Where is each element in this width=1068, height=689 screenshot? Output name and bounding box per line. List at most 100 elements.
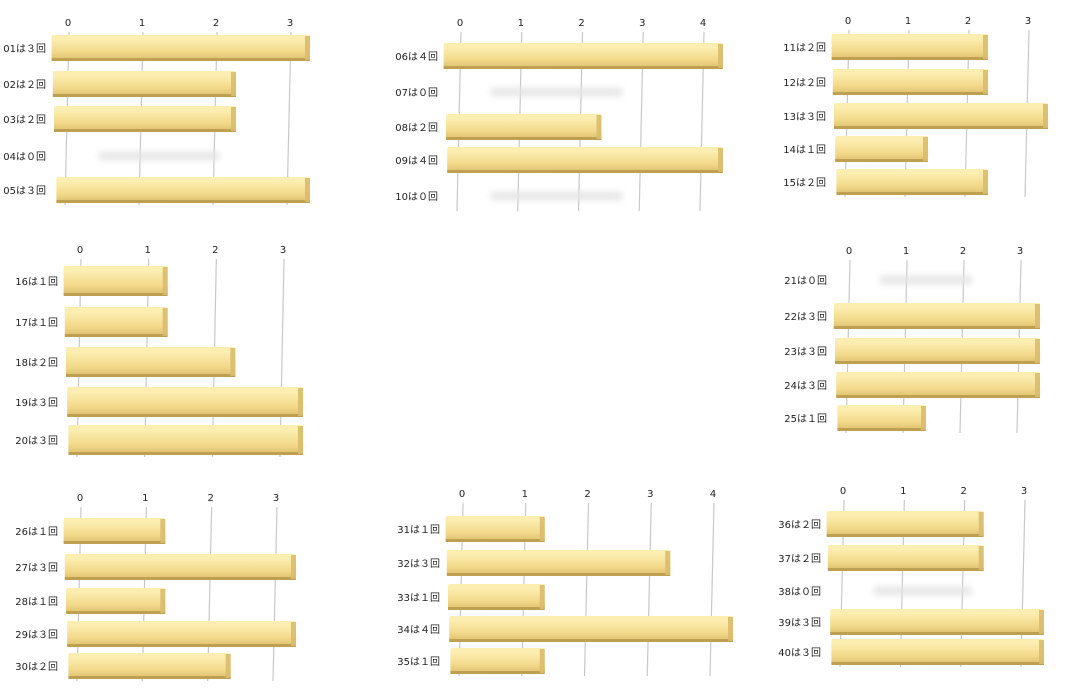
tick-label: 1 <box>905 16 911 27</box>
bar-end-cap <box>539 585 545 609</box>
tick-label: 1 <box>518 18 524 29</box>
bar <box>833 303 1040 329</box>
bar <box>831 639 1044 665</box>
bar-bottom-edge <box>830 632 1044 635</box>
bar-face <box>67 621 296 647</box>
bar <box>56 177 311 203</box>
tick-label: 2 <box>213 18 219 29</box>
bar <box>446 114 602 140</box>
chart-panel-8: 0 1 2 3 36は２回 37は２回 38は０回 39は３回 40は３回 <box>778 486 1044 668</box>
tick-label: 2 <box>960 486 966 497</box>
category-label: 18は２回 <box>15 357 58 369</box>
category-label: 12は２回 <box>783 77 826 89</box>
category-label: 19は３回 <box>15 397 58 409</box>
bar-face <box>68 425 304 455</box>
bar-face <box>66 588 166 614</box>
bar <box>449 616 733 642</box>
bar <box>54 106 236 132</box>
bar-end-cap <box>978 512 984 536</box>
bar-bottom-edge <box>56 200 311 203</box>
bar-end-cap <box>231 107 236 131</box>
tick-label: 3 <box>280 245 286 256</box>
category-label: 37は２回 <box>778 553 821 565</box>
bar-bottom-edge <box>834 126 1048 129</box>
bar-end-cap <box>291 555 296 579</box>
bar-face <box>835 338 1040 364</box>
category-label: 10は０回 <box>395 191 438 203</box>
bar-end-cap <box>162 308 168 336</box>
tick-label: 3 <box>1021 486 1027 497</box>
bar-face <box>835 136 928 162</box>
category-label: 09は４回 <box>395 155 438 167</box>
bar-end-cap <box>1035 373 1040 397</box>
bar-bottom-edge <box>54 129 236 132</box>
category-label: 36は２回 <box>778 519 821 531</box>
bar-end-cap <box>983 70 988 94</box>
bar-face <box>831 639 1044 665</box>
bar-end-cap <box>298 388 303 416</box>
bar-bottom-edge <box>833 326 1040 329</box>
tick-label: 0 <box>77 245 83 256</box>
bar <box>64 554 296 580</box>
category-label: 40は３回 <box>778 647 821 659</box>
tick-label: 2 <box>207 493 213 504</box>
bar-bottom-edge <box>836 192 988 195</box>
bar-end-cap <box>1035 339 1040 363</box>
bar-end-cap <box>983 170 988 194</box>
bar-bottom-edge <box>826 534 984 537</box>
bar-bottom-edge <box>450 671 545 674</box>
tick-label: 2 <box>212 245 218 256</box>
bar-face <box>826 511 984 537</box>
bar-bottom-edge <box>443 66 723 69</box>
bar-face <box>836 169 988 195</box>
category-label: 04は０回 <box>3 151 46 163</box>
bar-end-cap <box>160 589 166 613</box>
tick-label: 1 <box>144 245 150 256</box>
gridline <box>646 502 652 677</box>
tick-label: 0 <box>845 16 851 27</box>
category-label: 14は１回 <box>783 144 826 156</box>
bar-end-cap <box>728 617 733 641</box>
chart-panel-1: 0 1 2 3 01は３回 02は２回 03は２回 04は０回 05は３回 <box>3 18 311 206</box>
chart-panel-5: 0 1 2 3 21は０回 22は３回 23は３回 24は３回 25は１回 <box>784 246 1040 434</box>
bar-bottom-edge <box>448 607 545 610</box>
bar <box>67 621 296 647</box>
bar-face <box>63 518 166 544</box>
bar-face <box>52 71 236 97</box>
category-label: 20は３回 <box>15 435 58 447</box>
bar <box>68 425 304 455</box>
category-label: 32は３回 <box>397 558 440 570</box>
tick-label: 0 <box>459 489 465 500</box>
bar <box>835 136 928 162</box>
bar <box>63 518 166 544</box>
category-label: 28は１回 <box>15 596 58 608</box>
bar <box>63 266 168 296</box>
bar-bottom-edge <box>835 361 1040 364</box>
bar-face <box>446 114 602 140</box>
bar <box>52 71 236 97</box>
bar <box>51 35 310 61</box>
tick-label: 2 <box>960 246 966 257</box>
bar-end-cap <box>923 137 928 161</box>
bar-end-cap <box>539 517 545 541</box>
bar <box>826 511 984 537</box>
tick-label: 1 <box>903 246 909 257</box>
bar-face <box>832 69 988 95</box>
bar <box>837 405 926 431</box>
category-label: 31は１回 <box>397 524 440 536</box>
category-label: 35は１回 <box>397 656 440 668</box>
tick-label: 0 <box>77 493 83 504</box>
category-label: 22は３回 <box>784 311 827 323</box>
bar-bottom-edge <box>67 644 296 647</box>
bar-end-cap <box>1039 610 1044 634</box>
bar-bottom-edge <box>449 639 733 642</box>
bar-face <box>831 34 988 60</box>
bar-end-cap <box>291 622 296 646</box>
bar-end-cap <box>225 654 231 678</box>
bar <box>446 550 671 576</box>
bar-end-cap <box>230 348 236 376</box>
gridline <box>207 506 213 682</box>
bar-bottom-edge <box>64 577 296 580</box>
category-label: 08は２回 <box>395 122 438 134</box>
